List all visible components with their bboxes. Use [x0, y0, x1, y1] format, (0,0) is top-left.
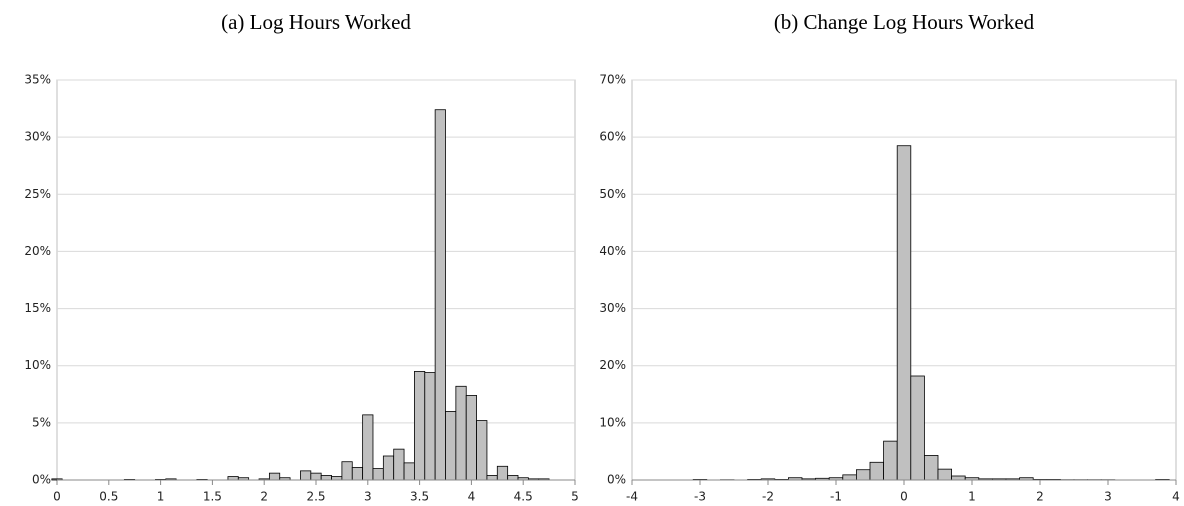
x-tick-label: 1.5	[203, 490, 222, 504]
y-tick-label: 30%	[24, 130, 51, 144]
y-tick-label: 0%	[607, 473, 626, 487]
bar	[896, 145, 912, 481]
y-tick-label: 20%	[599, 358, 626, 372]
chart-title: (a) Log Hours Worked	[221, 10, 411, 34]
x-tick-label: 2	[260, 490, 268, 504]
y-tick-label: 30%	[599, 301, 626, 315]
bar	[434, 109, 446, 481]
bar	[951, 475, 966, 481]
bar	[362, 414, 374, 481]
bar	[476, 420, 488, 481]
bar	[883, 440, 898, 481]
x-tick-label: -2	[762, 490, 774, 504]
bar	[924, 455, 939, 481]
y-tick-label: 5%	[32, 415, 51, 429]
bar	[496, 465, 509, 481]
x-tick-label: 0	[53, 490, 61, 504]
bar	[465, 395, 477, 481]
y-tick-label: 70%	[599, 73, 626, 87]
bar	[393, 448, 405, 481]
y-tick-label: 40%	[599, 244, 626, 258]
bar	[842, 474, 857, 481]
x-tick-label: 5	[571, 490, 579, 504]
y-tick-label: 20%	[24, 244, 51, 258]
bar	[910, 375, 925, 481]
x-tick-label: 2.5	[306, 490, 325, 504]
x-tick-label: 0.5	[99, 490, 118, 504]
x-tick-label: 4	[1172, 490, 1180, 504]
y-tick-label: 50%	[599, 187, 626, 201]
x-tick-label: 1	[157, 490, 165, 504]
y-tick-label: 25%	[24, 187, 51, 201]
x-tick-label: -3	[694, 490, 706, 504]
y-tick-label: 60%	[599, 130, 626, 144]
bar	[341, 461, 353, 481]
bar	[856, 469, 871, 481]
bar	[424, 372, 436, 481]
y-tick-label: 15%	[24, 301, 51, 315]
y-tick-label: 35%	[24, 73, 51, 87]
bar	[372, 468, 384, 481]
bar	[869, 461, 885, 481]
x-tick-label: 4.5	[514, 490, 533, 504]
x-tick-label: 1	[968, 490, 976, 504]
x-tick-label: 3	[364, 490, 372, 504]
y-tick-label: 10%	[24, 358, 51, 372]
bar	[455, 385, 467, 481]
bar	[227, 476, 239, 481]
bar	[937, 468, 953, 481]
bar	[320, 475, 332, 481]
bar	[310, 472, 322, 481]
bar	[268, 472, 281, 481]
x-tick-label: 0	[900, 490, 908, 504]
chart-title: (b) Change Log Hours Worked	[774, 10, 1035, 34]
bar	[351, 467, 364, 481]
y-tick-label: 10%	[599, 415, 626, 429]
bar	[403, 462, 415, 481]
bar	[445, 411, 457, 481]
x-tick-label: -4	[626, 490, 638, 504]
bar	[414, 371, 426, 481]
x-tick-label: 2	[1036, 490, 1044, 504]
bar	[300, 470, 312, 481]
bar	[331, 476, 343, 481]
plot-frame	[56, 79, 576, 481]
y-tick-label: 0%	[32, 473, 51, 487]
bar	[486, 475, 498, 481]
x-tick-label: 3.5	[410, 490, 429, 504]
bar	[382, 455, 395, 481]
x-tick-label: -1	[830, 490, 842, 504]
x-tick-label: 3	[1104, 490, 1112, 504]
bar	[507, 475, 519, 481]
x-tick-label: 4	[468, 490, 476, 504]
